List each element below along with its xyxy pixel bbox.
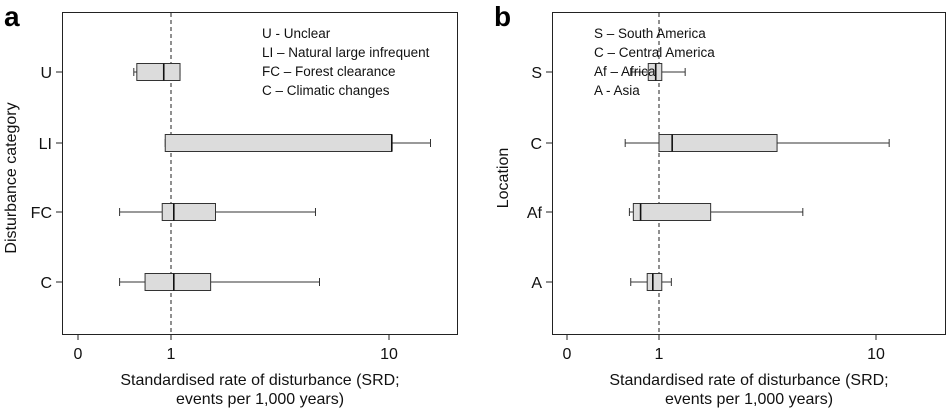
panel-b-letter: b — [494, 1, 511, 32]
panel-a-legend-entry: C – Climatic changes — [262, 83, 390, 98]
panel-a-y-axis-title: Disturbance category — [3, 102, 20, 253]
panel-b-legend-entry: C – Central America — [594, 45, 715, 60]
panel-b-x-tick-label: 1 — [655, 346, 664, 363]
panel-a-legend-entry: FC – Forest clearance — [262, 64, 396, 79]
panel-b-x-axis-title-line-1: Standardised rate of disturbance (SRD; — [609, 372, 888, 389]
panel-b-box-A — [646, 273, 663, 291]
panel-a-legend-entry: LI – Natural large infrequent — [262, 45, 430, 60]
panel-a-x-axis-title-line-2: events per 1,000 years) — [176, 391, 344, 408]
panel-a-y-tick-label: FC — [31, 205, 52, 222]
panel-a-legend-entry: U - Unclear — [262, 26, 331, 41]
panel-b-x-tick-label: 0 — [563, 346, 572, 363]
panel-a-y-tick-label: LI — [39, 136, 52, 153]
panel-b-y-tick-label: S — [531, 65, 542, 82]
panel-b-y-axis-title: Location — [495, 148, 512, 209]
panel-b-y-tick-label: C — [530, 136, 542, 153]
panel-b-y-tick-label: Af — [527, 205, 543, 222]
panel-a-box-LI — [164, 134, 393, 152]
panel-a-letter: a — [4, 1, 20, 32]
panel-b-legend-entry: A - Asia — [594, 83, 640, 98]
panel-a-x-tick-label: 1 — [167, 346, 176, 363]
panel-a-y-tick-label: C — [40, 275, 52, 292]
panel-b-y-tick-label: A — [531, 275, 542, 292]
panel-a-x-tick-label: 10 — [380, 346, 398, 363]
panel-b-x-tick-label: 10 — [867, 346, 885, 363]
panel-b-frame — [552, 12, 946, 335]
panel-a-x-axis-title-line-1: Standardised rate of disturbance (SRD; — [120, 372, 399, 389]
panel-b-legend-entry: Af – Africa — [594, 64, 656, 79]
panel-a-box-FC — [161, 203, 216, 221]
panel-b-box-C — [658, 134, 778, 152]
panel-a-frame — [62, 12, 458, 335]
panel-b-box-Af — [632, 203, 712, 221]
panel-b-x-axis-title-line-2: events per 1,000 years) — [665, 391, 833, 408]
panel-a-box-C — [144, 273, 212, 291]
panel-a-box-U — [136, 63, 181, 81]
panel-a-x-tick-label: 0 — [74, 346, 83, 363]
panel-b-legend-entry: S – South America — [594, 26, 706, 41]
panel-a-y-tick-label: U — [40, 65, 52, 82]
